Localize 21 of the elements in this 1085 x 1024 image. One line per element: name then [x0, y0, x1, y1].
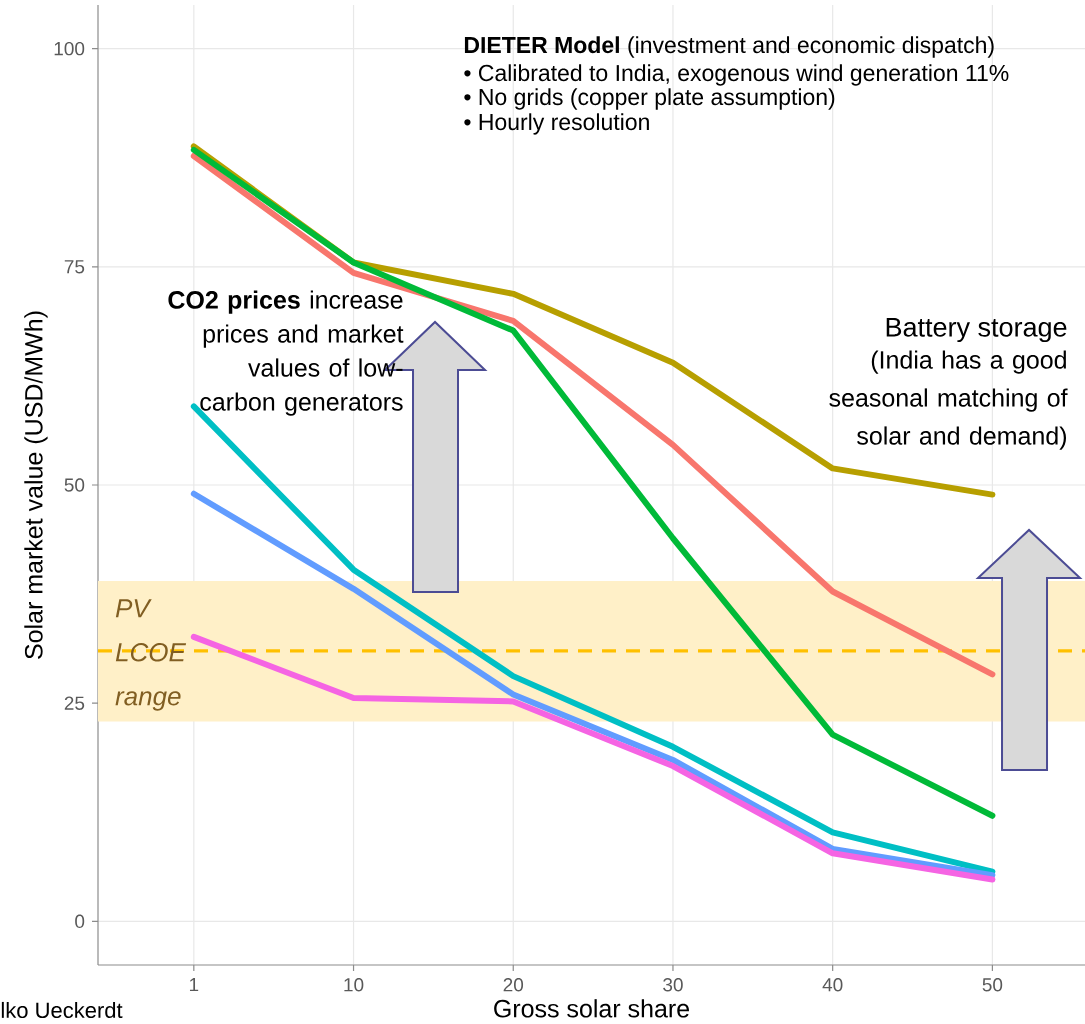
- x-tick-label: 30: [663, 978, 683, 992]
- text: lko Ueckerdt: [1, 1001, 123, 1019]
- y-tick-label: 25: [64, 696, 85, 710]
- y-tick-label: 50: [64, 478, 85, 492]
- annotation: • Hourly resolution: [464, 113, 649, 135]
- x-tick-label: 10: [344, 978, 364, 992]
- annotation: DIETER Model (investment and economic dispatch): [464, 36, 994, 58]
- x-tick-label: 40: [822, 978, 843, 992]
- x-axis-title: Gross solar share: [494, 999, 689, 1018]
- x-tick-label: 50: [982, 978, 1003, 992]
- x-tick-label: 20: [503, 978, 524, 992]
- x-tick-label: 1: [189, 978, 199, 992]
- annotation: • No grids (copper plate assumption): [464, 88, 835, 110]
- annotation: • Calibrated to India, exogenous wind generation 11%: [464, 64, 1009, 86]
- annotation: (India has a good seasonal matching of solar and demand): [829, 350, 1068, 450]
- y-tick-label: 0: [75, 914, 85, 929]
- y-tick-label: 75: [64, 260, 85, 274]
- y-tick-label: 100: [54, 41, 85, 56]
- annotation: Battery storage: [886, 317, 1067, 343]
- annotation: CO2 prices increase prices and market values of low-carbon generators: [168, 290, 404, 416]
- y-axis-title: Solar market value (USD/MWh): [24, 311, 48, 659]
